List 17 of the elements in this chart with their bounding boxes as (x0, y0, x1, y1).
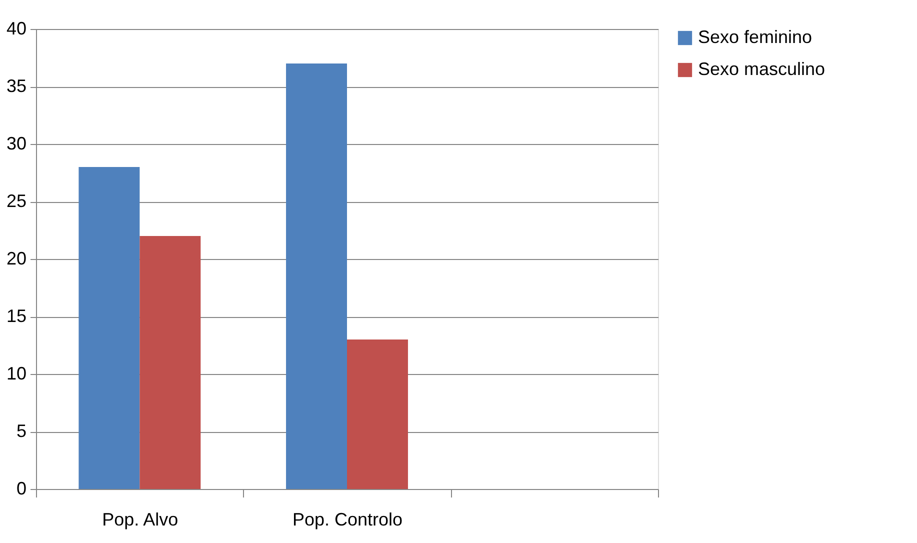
y-tick-label: 20 (6, 248, 26, 268)
legend-label: Sexo feminino (698, 27, 812, 47)
x-tick-label: Pop. Controlo (292, 510, 403, 530)
bar (78, 167, 140, 489)
y-tick-label: 0 (16, 478, 26, 498)
legend-label: Sexo masculino (698, 59, 826, 79)
y-tick-label: 15 (6, 306, 26, 326)
y-tick-label: 35 (6, 76, 26, 96)
y-tick-label: 25 (6, 191, 26, 211)
y-tick-label: 5 (16, 421, 26, 441)
x-tick-label: Pop. Alvo (102, 510, 178, 530)
bar (140, 236, 201, 489)
y-tick-label: 40 (6, 18, 26, 38)
bar (347, 340, 408, 489)
y-tick-label: 10 (6, 364, 26, 384)
bar (286, 64, 347, 489)
y-tick-label: 30 (6, 134, 26, 154)
